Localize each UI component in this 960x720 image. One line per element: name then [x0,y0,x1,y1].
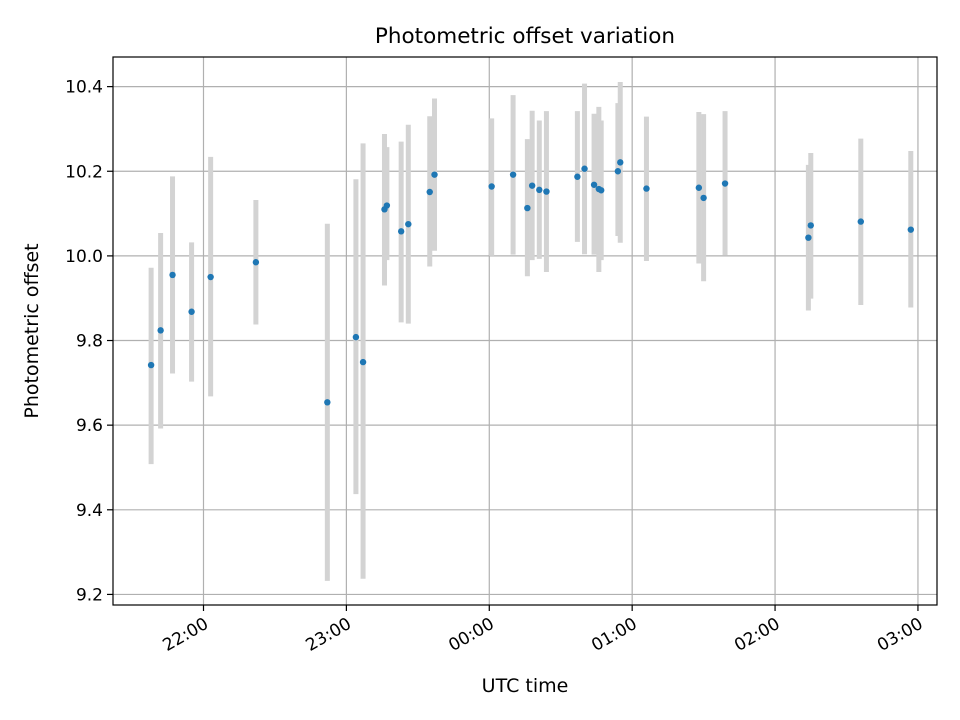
data-point [524,204,531,212]
data-point [147,361,155,369]
data-point [188,308,195,315]
data-point [207,273,214,281]
data-point [359,358,367,366]
y-tick-label: 9.6 [76,416,103,436]
data-point [405,220,412,228]
data-point [807,222,814,229]
y-tick-label: 10.4 [65,78,103,98]
data-point [581,165,588,172]
y-axis-label: Photometric offset [21,243,43,418]
data-point [598,187,605,194]
data-point [617,159,624,166]
data-point [700,194,707,202]
data-point [431,171,438,178]
chart-title: Photometric offset variation [375,24,675,49]
data-points [147,159,915,406]
y-tick-label: 9.8 [76,332,103,352]
data-point [614,168,622,175]
data-point [643,185,650,192]
data-point [695,184,703,191]
data-point [352,333,360,341]
data-point [397,228,405,235]
data-point [543,188,550,195]
data-point [907,226,915,233]
data-point [426,188,433,196]
axes-frame [112,56,938,606]
data-point [805,234,812,241]
data-point [169,271,176,279]
data-point [383,202,391,209]
data-point [721,180,729,187]
data-point [536,186,543,194]
y-tick-label: 10.0 [65,247,103,267]
y-tick-label: 10.2 [65,162,103,182]
y-axis-ticks: 9.2 9.4 9.6 9.8 10.0 10.2 10.4 [65,78,113,605]
y-tick-label: 9.2 [76,585,103,605]
data-point [252,259,260,266]
data-point [488,183,495,190]
data-point [157,327,164,334]
data-point [857,218,864,225]
grid-lines [113,57,937,605]
y-tick-label: 9.4 [76,501,103,521]
data-point [528,182,536,189]
data-point [324,399,331,406]
data-point [509,171,517,178]
data-point [590,181,598,188]
x-axis-label: UTC time [482,675,569,697]
data-point [574,173,581,180]
